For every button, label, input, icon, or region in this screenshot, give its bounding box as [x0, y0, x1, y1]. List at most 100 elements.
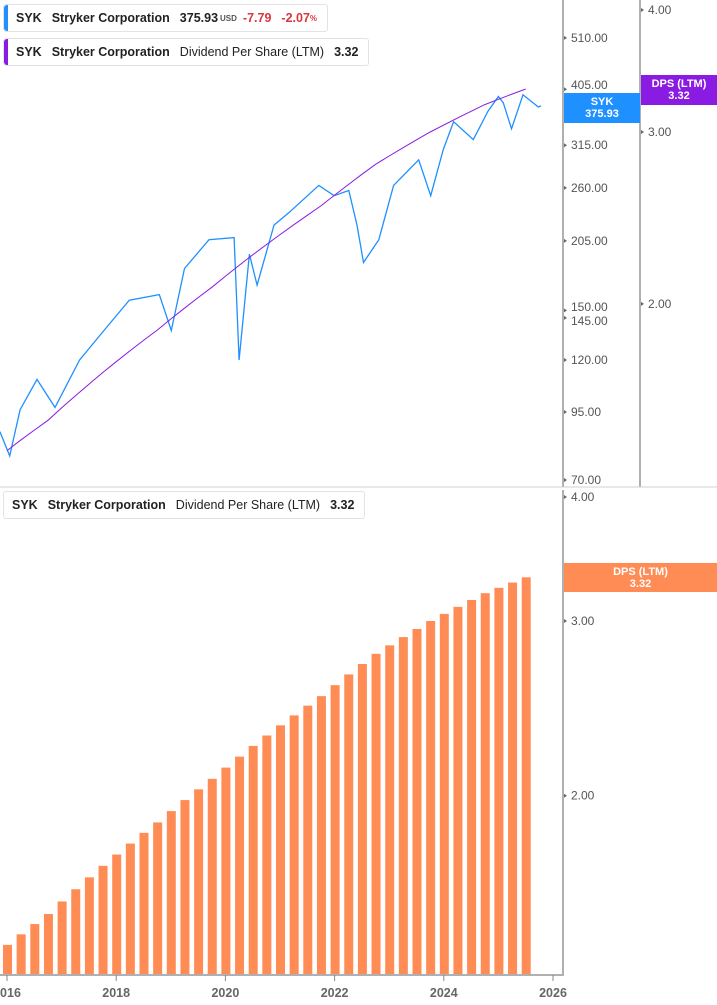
dps-bar: [248, 745, 258, 975]
dps-bar: [43, 914, 53, 975]
legend-company: Stryker Corporation: [47, 498, 166, 512]
dps-bar: [412, 628, 422, 975]
price-line-syk: [0, 93, 542, 459]
dps-bar: [112, 854, 122, 975]
dps-bar: [235, 756, 245, 975]
legend-value: 3.32: [334, 45, 359, 59]
legend-value: 3.32: [330, 498, 355, 512]
price-tag-value: 375.93: [585, 108, 619, 120]
dps-bar: [426, 620, 436, 975]
legend-price: SYK Stryker Corporation 375.93 USD -7.79…: [3, 4, 329, 32]
dps-tag-label: DPS (LTM): [613, 565, 668, 578]
price-tick-label: 315.00: [571, 138, 608, 152]
price-tag-ticker: SYK: [590, 96, 614, 108]
dps-bar: [139, 832, 149, 975]
dps-bar: [303, 705, 313, 975]
dps-bar: [494, 587, 504, 975]
price-tick-label-mark: [564, 143, 567, 148]
legend-company: Stryker Corporation: [51, 11, 170, 25]
dps-bar: [221, 767, 231, 975]
dps-bar: [98, 865, 108, 975]
price-tick-label: 150.00: [571, 300, 608, 314]
dps-tag-value: 3.32: [629, 577, 652, 590]
price-tag: SYK 375.93: [564, 93, 640, 123]
x-tick-label: 2026: [539, 986, 567, 1000]
bottom-dps-tick-label-mark: [564, 495, 567, 499]
dps-bar: [207, 778, 217, 975]
dps-tag-value: 3.32: [668, 90, 690, 102]
legend-color-swatch: [4, 5, 8, 31]
dps-bar: [480, 593, 490, 975]
dps-bar: [3, 944, 12, 975]
x-tick-label: 2020: [211, 986, 239, 1000]
legend-change-pct: -2.07: [281, 11, 310, 25]
price-tick-label: 120.00: [571, 353, 608, 367]
price-tick-label-mark: [564, 185, 567, 190]
price-tick-label-mark: [564, 358, 567, 363]
x-tick-label: 2016: [0, 986, 21, 1000]
price-tick-label: 70.00: [571, 473, 601, 487]
price-tick-label-mark: [564, 478, 567, 482]
dps-bar: [166, 811, 176, 975]
dps-bar: [194, 789, 204, 975]
price-tick-label-mark: [564, 308, 567, 313]
dps-bar: [180, 800, 190, 975]
dps-bar: [330, 685, 340, 975]
dps-bar: [521, 577, 531, 975]
dps-tick-label-mark: [641, 301, 644, 306]
bottom-dps-tick-label: 4.00: [571, 490, 595, 504]
dps-bar: [371, 653, 381, 975]
dps-tick-label: 3.00: [648, 125, 672, 139]
price-tick-label: 205.00: [571, 234, 608, 248]
dps-bar: [153, 822, 163, 975]
x-tick-label: 2018: [102, 986, 130, 1000]
price-tick-label: 145.00: [571, 314, 608, 328]
legend-ticker: SYK: [16, 11, 42, 25]
price-tick-label-mark: [564, 238, 567, 243]
dps-bar: [385, 645, 395, 975]
legend-company: Stryker Corporation: [51, 45, 170, 59]
dps-bars: [3, 577, 531, 975]
dps-tick-label-mark: [641, 8, 644, 12]
dps-bar: [316, 696, 326, 975]
dps-tick-label-mark: [641, 129, 644, 134]
dps-tag-label: DPS (LTM): [651, 78, 707, 90]
bottom-dps-tick-label-mark: [564, 793, 567, 798]
legend-pct-sign: %: [309, 13, 318, 23]
dps-bar: [357, 664, 367, 975]
dps-bar: [508, 582, 518, 975]
dps-bar: [289, 715, 299, 975]
dps-tag-bottom: DPS (LTM) 3.32: [564, 563, 717, 592]
legend-dps-top: SYK Stryker Corporation Dividend Per Sha…: [3, 38, 370, 66]
bottom-dps-tick-label: 2.00: [571, 789, 595, 803]
price-tick-label: 260.00: [571, 181, 608, 195]
legend-ticker: SYK: [12, 498, 38, 512]
dps-bar: [30, 924, 40, 975]
dps-bar: [262, 735, 272, 975]
legend-currency: USD: [220, 13, 237, 23]
x-tick-label: 2024: [430, 986, 458, 1000]
legend-price-value: 375.93: [179, 11, 219, 25]
bottom-dps-tick-label: 3.00: [571, 614, 595, 628]
legend-metric: Dividend Per Share (LTM): [179, 45, 325, 59]
bottom-dps-tick-label-mark: [564, 618, 567, 623]
legend-metric: Dividend Per Share (LTM): [175, 498, 321, 512]
dps-tick-label: 4.00: [648, 3, 672, 17]
dps-bar: [71, 889, 81, 975]
price-tick-label-mark: [564, 315, 567, 320]
dps-tick-label: 2.00: [648, 297, 672, 311]
dps-bar: [453, 606, 463, 975]
price-tick-label-mark: [564, 87, 567, 92]
price-tick-label: 510.00: [571, 31, 608, 45]
price-tick-label-mark: [564, 35, 567, 40]
dps-tag-top: DPS (LTM) 3.32: [641, 75, 717, 105]
dps-bar: [439, 613, 449, 975]
dps-bar: [84, 877, 94, 975]
legend-ticker: SYK: [16, 45, 42, 59]
dps-bar: [276, 725, 285, 975]
legend-color-swatch: [4, 39, 8, 65]
dps-bar: [57, 901, 67, 975]
price-tick-label-mark: [564, 410, 567, 415]
